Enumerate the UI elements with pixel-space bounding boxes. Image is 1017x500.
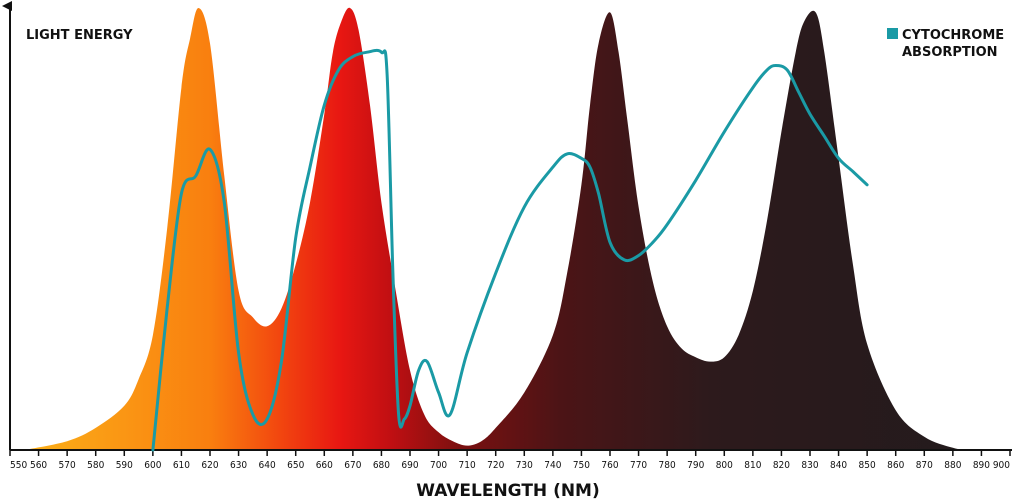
x-tick-label: 620	[201, 460, 218, 471]
x-tick-label: 850	[859, 460, 876, 471]
cytochrome-absorption-line	[151, 48, 869, 452]
x-tick-label: 550	[10, 460, 27, 471]
x-tick-group: 550 560 570 580 590 600 610 620 630 640 650 660 670 6…	[9, 450, 1011, 471]
legend-label-line-2: ABSORPTION	[902, 45, 998, 60]
x-tick-label: 730	[516, 460, 533, 471]
x-tick-label: 870	[916, 460, 933, 471]
x-tick-label: 860	[887, 460, 904, 471]
light-energy-area	[24, 7, 968, 451]
x-tick-label: 900	[993, 460, 1010, 471]
x-tick-label: 570	[59, 460, 76, 471]
x-tick-label: 580	[87, 460, 104, 471]
x-tick-label: 640	[259, 460, 276, 471]
x-tick-label: 740	[544, 460, 561, 471]
x-tick-label: 650	[287, 460, 304, 471]
x-axis-title: WAVELENGTH (NM)	[416, 481, 600, 500]
x-tick-label: 750	[573, 460, 590, 471]
x-tick-label: 800	[716, 460, 733, 471]
x-tick-label: 890	[973, 460, 990, 471]
x-tick-label: 810	[744, 460, 761, 471]
x-tick-label: 760	[601, 460, 618, 471]
x-tick-label: 780	[659, 460, 676, 471]
x-tick-label: 720	[487, 460, 504, 471]
x-tick-label: 690	[401, 460, 418, 471]
x-tick-label: 630	[230, 460, 247, 471]
x-tick-label: 820	[773, 460, 790, 471]
x-tick-label: 590	[116, 460, 133, 471]
x-tick-label: 700	[430, 460, 447, 471]
x-tick-label: 610	[173, 460, 190, 471]
x-tick-label: 880	[944, 460, 961, 471]
legend-swatch	[887, 28, 898, 39]
legend: CYTOCHROME ABSORPTION	[887, 28, 1004, 60]
x-tick-label: 660	[316, 460, 333, 471]
legend-label-line-1: CYTOCHROME	[902, 28, 1004, 43]
x-tick-label: 790	[687, 460, 704, 471]
x-tick-label: 830	[801, 460, 818, 471]
x-tick-label: 680	[373, 460, 390, 471]
x-tick-label: 710	[459, 460, 476, 471]
x-tick-label: 770	[630, 460, 647, 471]
x-tick-label: 840	[830, 460, 847, 471]
y-axis-title: LIGHT ENERGY	[26, 28, 133, 43]
x-tick-label: 600	[144, 460, 161, 471]
x-tick-label: 670	[344, 460, 361, 471]
x-tick-label: 560	[30, 460, 47, 471]
